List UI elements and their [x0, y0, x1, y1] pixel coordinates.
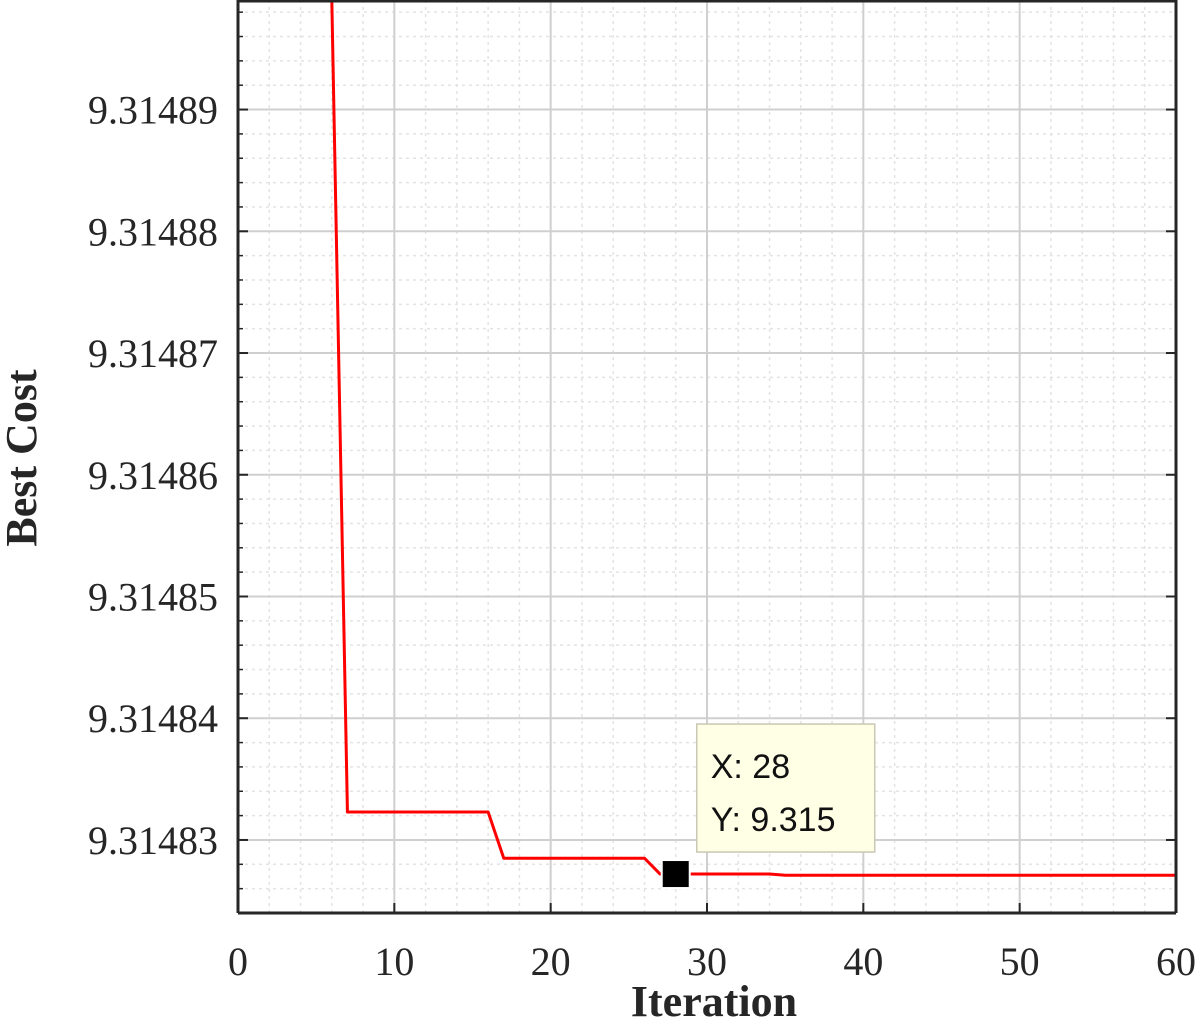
x-tick-label: 10 [374, 939, 414, 984]
axes [236, 0, 1178, 915]
datatip[interactable]: X: 28 Y: 9.315 [660, 723, 876, 890]
y-tick-label: 9.31486 [88, 453, 218, 498]
y-tick-label: 9.31483 [88, 818, 218, 863]
y-axis-title: Best Cost [0, 369, 46, 547]
x-tick-label: 40 [843, 939, 883, 984]
x-axis-title: Iteration [631, 977, 797, 1020]
major-grid [238, 0, 1176, 913]
y-tick-label: 9.31484 [88, 696, 218, 741]
datatip-box [695, 723, 876, 853]
series-layer [253, 0, 1176, 877]
datatip-marker[interactable] [660, 859, 691, 890]
x-tick-label: 60 [1156, 939, 1196, 984]
x-tick-label: 0 [228, 939, 248, 984]
series-line-0 [253, 0, 1176, 877]
x-tick-label: 30 [687, 939, 727, 984]
datatip-x-text: X: 28 [711, 748, 790, 786]
y-tick-label: 9.31488 [88, 209, 218, 254]
y-tick-label: 9.31489 [88, 88, 218, 133]
y-tick-label: 9.31485 [88, 574, 218, 619]
tick-labels: 0 10 20 30 40 50 60 9.31483 9.31484 9.31485 9.3148… [88, 88, 1196, 984]
x-tick-label: 20 [531, 939, 571, 984]
datatip-y-text: Y: 9.315 [711, 801, 836, 839]
y-tick-label: 9.31487 [88, 331, 218, 376]
x-tick-label: 50 [1000, 939, 1040, 984]
